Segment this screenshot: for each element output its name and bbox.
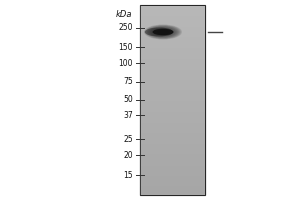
Bar — [140, 5, 205, 195]
Text: 25: 25 — [123, 134, 133, 144]
Text: 250: 250 — [118, 23, 133, 32]
Text: 150: 150 — [118, 43, 133, 51]
Text: kDa: kDa — [116, 10, 132, 19]
Text: 20: 20 — [123, 150, 133, 160]
Text: 100: 100 — [118, 58, 133, 68]
Ellipse shape — [148, 26, 178, 38]
Ellipse shape — [147, 26, 179, 38]
Ellipse shape — [151, 27, 175, 37]
Text: 15: 15 — [123, 170, 133, 180]
Ellipse shape — [145, 25, 181, 39]
Text: 75: 75 — [123, 77, 133, 86]
Ellipse shape — [146, 25, 180, 39]
Ellipse shape — [153, 28, 173, 36]
Text: 50: 50 — [123, 96, 133, 104]
Text: 37: 37 — [123, 110, 133, 119]
Ellipse shape — [154, 28, 172, 36]
Ellipse shape — [153, 29, 173, 35]
Ellipse shape — [149, 26, 177, 38]
Ellipse shape — [152, 27, 174, 36]
Ellipse shape — [150, 27, 176, 37]
Ellipse shape — [144, 24, 182, 40]
Ellipse shape — [145, 27, 173, 36]
